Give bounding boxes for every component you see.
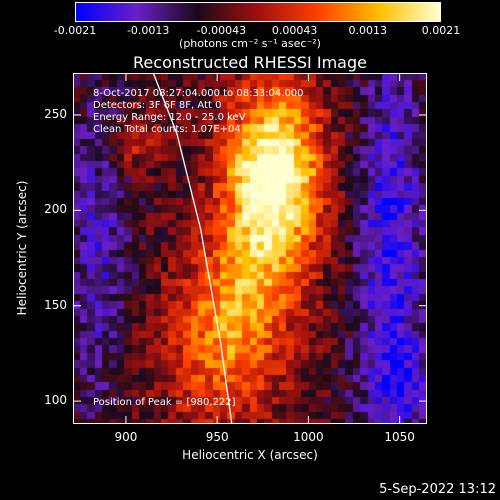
chart-title: Reconstructed RHESSI Image: [133, 53, 367, 72]
y-tick-label: 100: [44, 393, 67, 408]
colorbar-unit: (photons cm⁻² s⁻¹ asec⁻²): [179, 37, 321, 50]
plot-area: 8-Oct-2017 08:27:04.000 to 08:33:04.000 …: [73, 73, 427, 424]
colorbar-tick-label: -0.0021: [53, 24, 97, 37]
colorbar-tick-label: -0.00043: [196, 24, 247, 37]
plot-overlay: [73, 73, 427, 424]
colorbar-tick-label: 0.0021: [421, 24, 461, 37]
x-tick-label: 1000: [293, 430, 324, 444]
annotation-energy: Energy Range: 12.0 - 25.0 keV: [93, 112, 246, 123]
y-tick-label: 150: [44, 297, 67, 312]
colorbar-tick-label: 0.00043: [271, 24, 318, 37]
annotation-detectors: Detectors: 3F 6F 8F, Att 0: [93, 100, 222, 111]
annotation-time: 8-Oct-2017 08:27:04.000 to 08:33:04.000: [93, 88, 304, 99]
x-tick-label: 900: [114, 430, 138, 444]
solar-limb-curve: [152, 73, 233, 424]
axis-ticks: [73, 73, 427, 424]
x-tick-label: 950: [205, 430, 229, 444]
colorbar: [75, 2, 441, 22]
annotation-clean: Clean Total counts: 1.07E+04: [93, 124, 241, 135]
x-axis-label: Heliocentric X (arcsec): [182, 448, 318, 462]
heatmap-image: [73, 73, 427, 424]
x-tick-label: 1050: [384, 430, 415, 444]
annotation-peak: Position of Peak = [980,222]: [93, 397, 236, 408]
timestamp: 5-Sep-2022 13:12: [379, 482, 496, 497]
y-tick-label: 200: [44, 202, 67, 217]
y-axis-label: Heliocentric Y (arcsec): [15, 180, 29, 316]
y-tick-label: 250: [44, 106, 67, 121]
colorbar-tick-label: 0.0013: [348, 24, 388, 37]
plot-frame: [73, 73, 427, 424]
colorbar-tick-label: -0.0013: [126, 24, 170, 37]
